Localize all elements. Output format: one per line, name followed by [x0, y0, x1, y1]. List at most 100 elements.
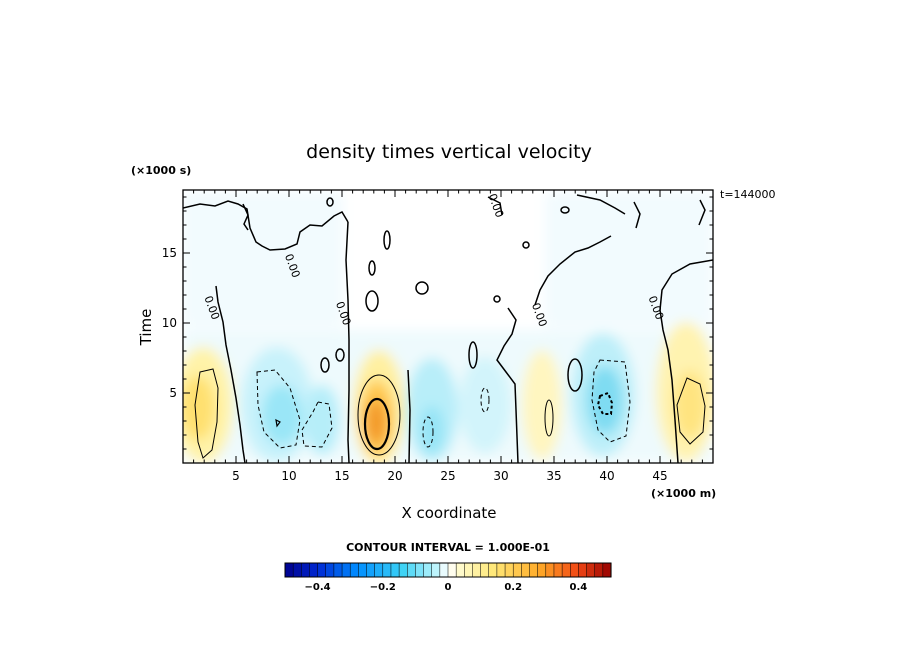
contour-level-minus-0.1	[591, 359, 631, 443]
zero-contour	[534, 235, 612, 306]
colorbar-cell	[480, 562, 490, 578]
field-lobe	[262, 385, 302, 445]
colorbar-cell	[464, 562, 473, 578]
colorbar-cell	[407, 562, 416, 578]
colorbar-cell	[439, 562, 449, 578]
colorbar-cell	[512, 562, 522, 578]
colorbar-cell	[561, 562, 571, 578]
colorbar-cell	[431, 562, 441, 578]
field-lobe	[459, 357, 511, 453]
colorbar-cell	[496, 562, 506, 578]
colorbar-cell	[488, 562, 498, 578]
positive-contours	[194, 368, 706, 459]
zero-contour	[493, 295, 501, 303]
colorbar: −0.4 −0.2 0 0.2 0.4	[284, 562, 612, 593]
contour-level-0.1	[676, 377, 706, 445]
colorbar-cell	[325, 562, 335, 578]
zero-contour	[522, 241, 530, 249]
zero-contour	[335, 348, 345, 362]
y-tick-label: 5	[169, 386, 177, 400]
colorbar-tick-label: −0.2	[370, 582, 396, 593]
colorbar-cell	[301, 562, 310, 578]
y-tick-label: 10	[162, 316, 177, 330]
x-tick-label: 40	[599, 469, 614, 483]
contour-level-minus-0.1	[256, 369, 301, 449]
colorbar-cell	[382, 562, 392, 578]
colorbar-cell	[358, 562, 368, 578]
x-tick-label: 25	[440, 469, 455, 483]
zero-contour	[468, 341, 478, 369]
zero-contour	[487, 196, 503, 216]
contour-level-minus-0.1	[480, 387, 490, 413]
colorbar-cell	[521, 562, 531, 578]
field-lobe	[674, 371, 706, 439]
colorbar-cell	[586, 562, 596, 578]
colorbar-cell	[594, 562, 604, 578]
colorbar-cell	[504, 562, 514, 578]
colorbar-cell	[284, 562, 294, 578]
colorbar-cell	[455, 562, 465, 578]
contour-level-minus-0.2	[275, 418, 281, 428]
colorbar-cell	[578, 562, 588, 578]
contour-level-0.1	[194, 368, 219, 459]
zero-contour	[633, 201, 641, 229]
zero-contour	[326, 197, 334, 207]
contour-level-minus-0.1	[422, 416, 434, 448]
zero-contour	[365, 290, 379, 312]
colorbar-cell	[529, 562, 539, 578]
zero-contour	[242, 203, 249, 231]
x-tick-label: 20	[387, 469, 402, 483]
contour-level-minus-0.1	[301, 401, 333, 448]
colorbar-cell	[602, 562, 612, 578]
x-tick-label: 15	[334, 469, 349, 483]
zero-contour	[383, 230, 391, 250]
chart-title: density times vertical velocity	[306, 141, 592, 163]
colorbar-cell	[366, 562, 376, 578]
zero-contour	[698, 199, 706, 226]
contour-interval-label: CONTOUR INTERVAL = 1.000E-01	[346, 541, 550, 554]
time-stamp: t=144000	[720, 188, 776, 201]
colorbar-cell	[545, 562, 555, 578]
zero-contour	[345, 221, 350, 463]
colorbar-cell	[472, 562, 482, 578]
colorbar-cell	[333, 562, 343, 578]
zero-contour	[415, 281, 429, 295]
zero-contour	[320, 357, 330, 373]
colorbar-cell	[415, 562, 425, 578]
zero-contour	[183, 200, 349, 251]
zero-contour	[496, 307, 519, 463]
zero-contours	[183, 194, 713, 463]
x-tick-label: 35	[546, 469, 561, 483]
contour-level-0.1	[544, 399, 554, 437]
axes: 5 10 15 20 25 30 35 40 45 5 10 15	[162, 190, 713, 483]
field-lobe	[587, 366, 623, 434]
colorbar-cell	[292, 562, 302, 578]
field-lobe	[366, 400, 386, 444]
colorbar-tick-label: −0.4	[305, 582, 331, 593]
negative-contours	[256, 359, 631, 449]
field-lobe	[522, 350, 562, 460]
colorbar-cell	[447, 562, 457, 578]
x-tick-label: 5	[232, 469, 240, 483]
colorbar-cell	[537, 562, 547, 578]
field-lobe	[420, 406, 444, 454]
y-tick-label: 15	[162, 246, 177, 260]
colorbar-cell	[553, 562, 563, 578]
colorbar-cell	[570, 562, 579, 578]
colorbar-tick-label: 0.2	[504, 582, 522, 593]
colorbar-cell	[317, 562, 327, 578]
field-band-upper-right	[545, 192, 713, 327]
colorbar-cell	[341, 562, 351, 578]
colorbar-cell	[390, 562, 400, 578]
contour-level-0.1	[357, 374, 401, 456]
colorbar-cell	[309, 562, 319, 578]
zero-contour	[368, 260, 376, 276]
x-tick-label: 10	[281, 469, 296, 483]
zero-contour	[567, 358, 583, 392]
colorbar-cell	[374, 562, 384, 578]
field-layer: 0.000.000.000.000.00 0.00	[183, 190, 713, 463]
colorbar-frame	[284, 562, 612, 578]
y-unit-label: (×1000 s)	[131, 164, 191, 177]
x-tick-label: 45	[652, 469, 667, 483]
